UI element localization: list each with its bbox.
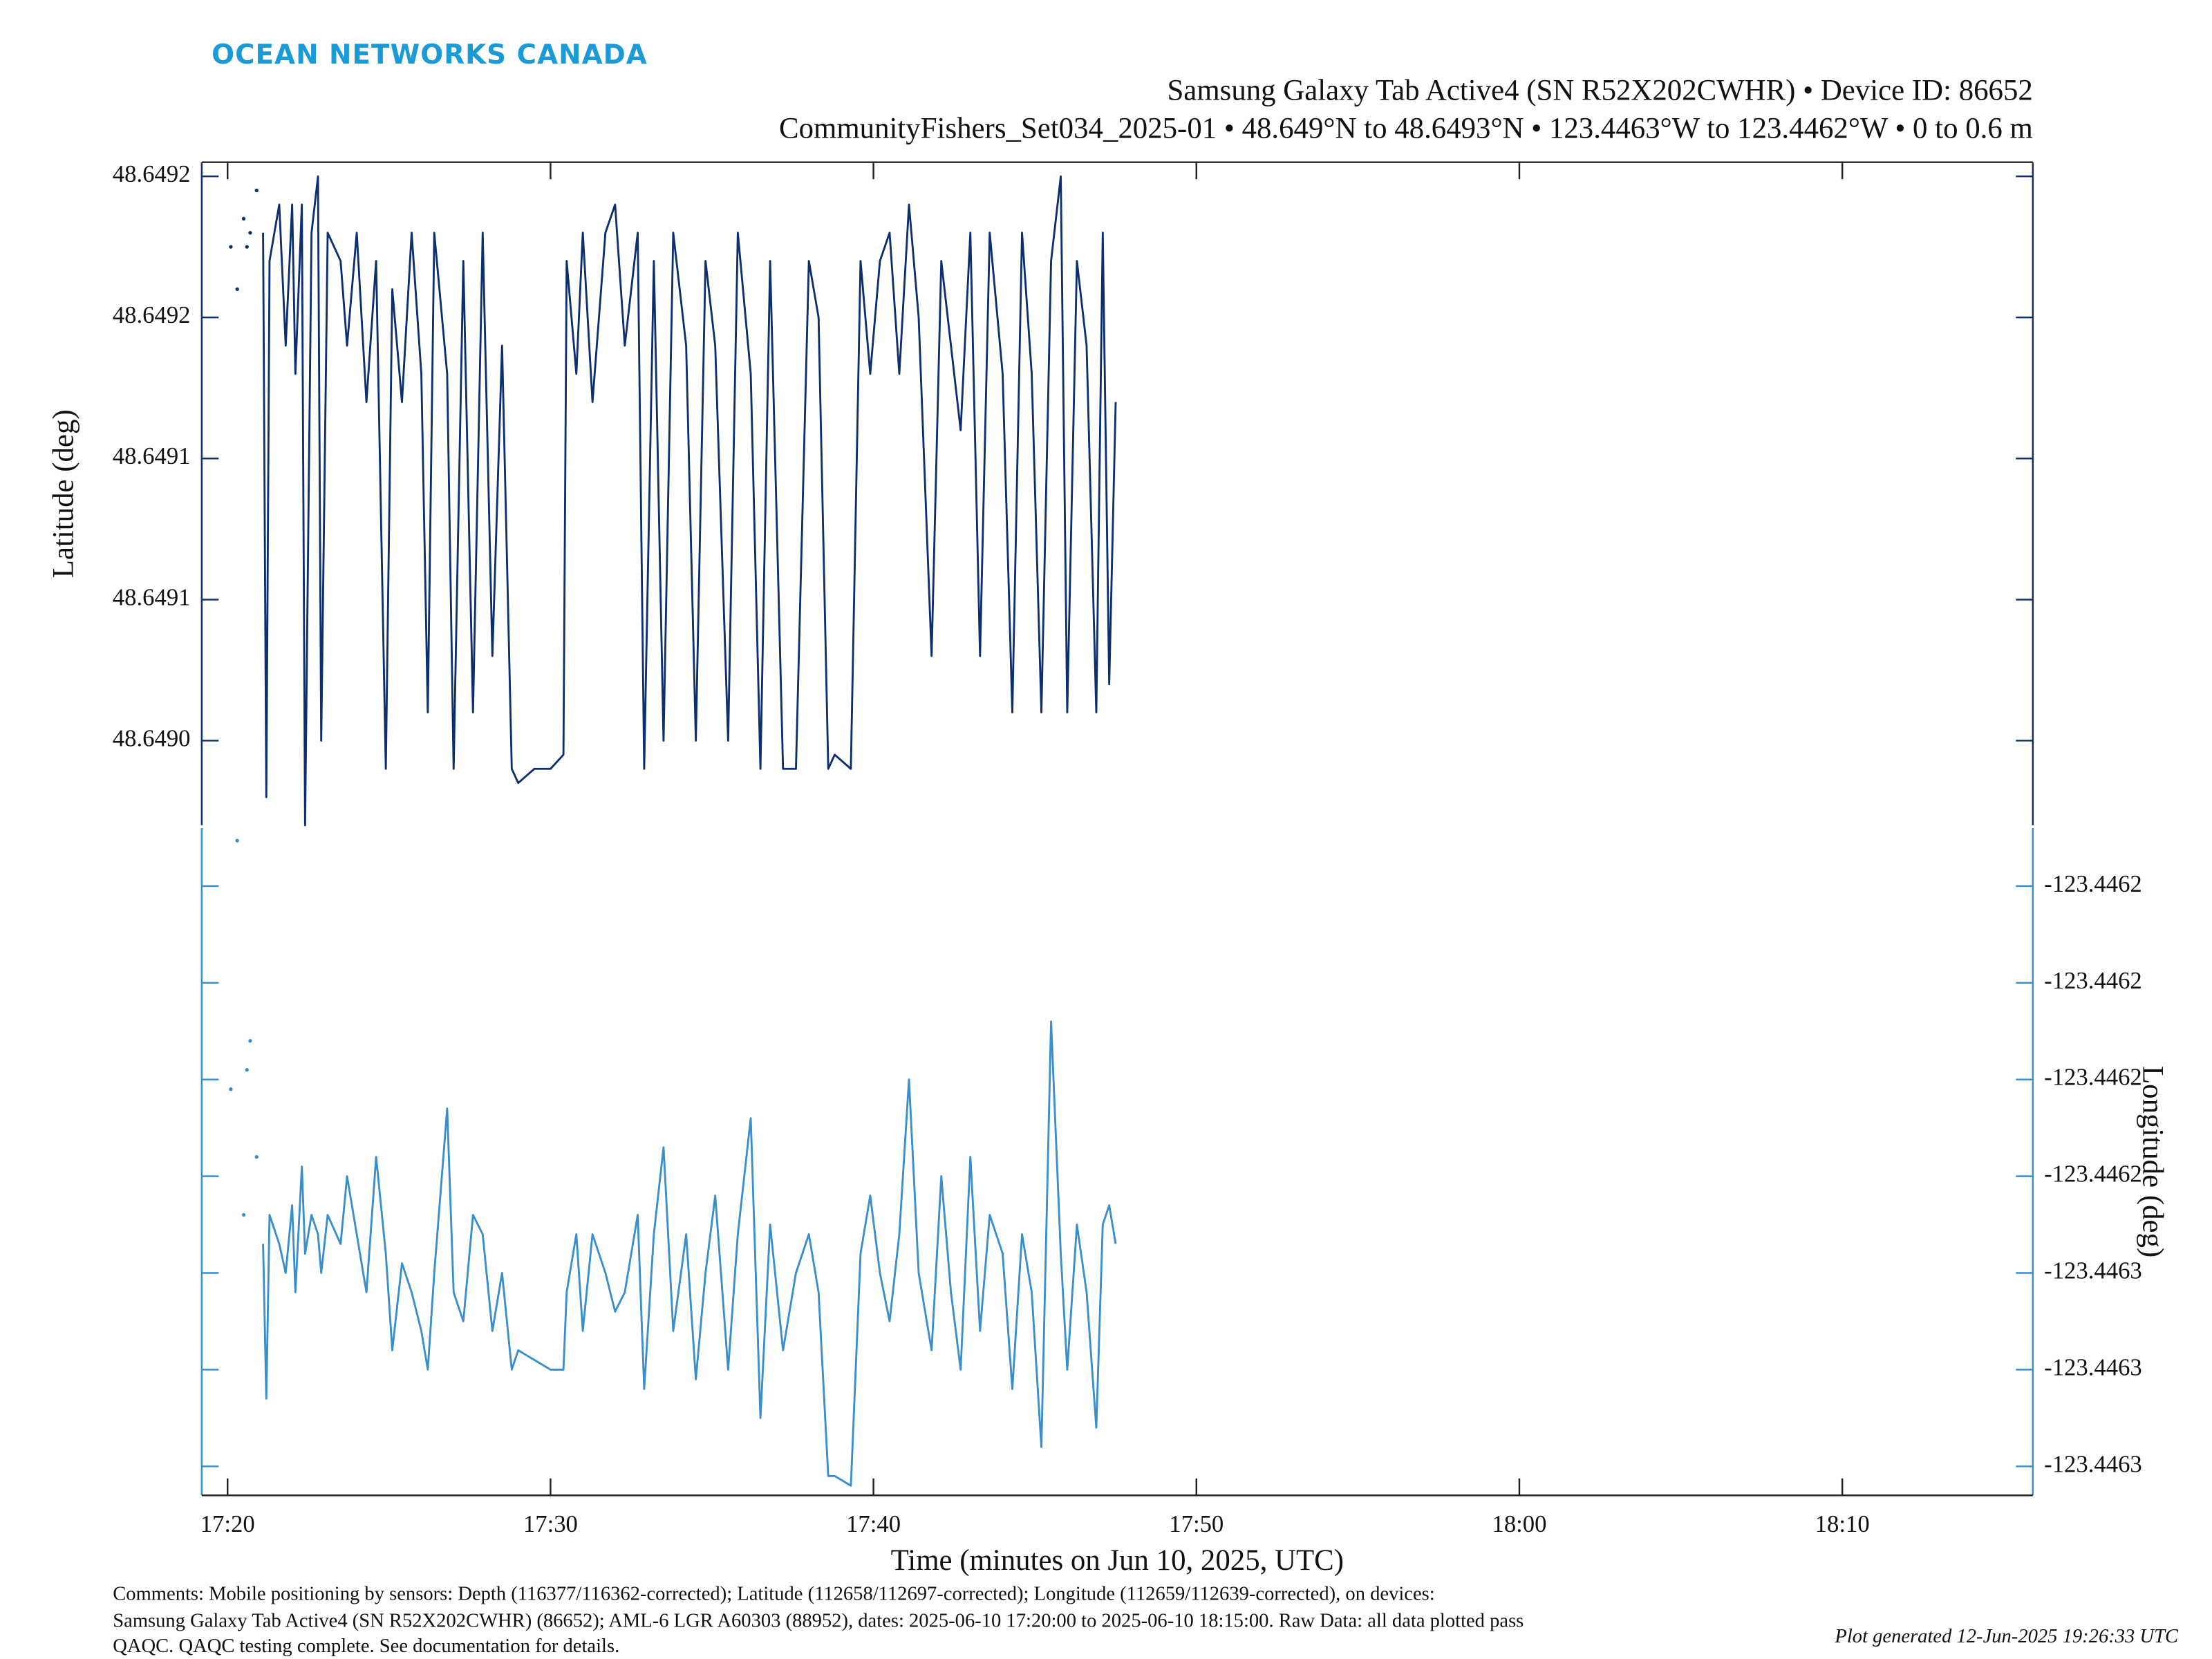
data-line [262,175,1117,827]
marker [245,245,249,249]
y-tick-label: 48.6491 [113,442,191,469]
y-tick-label: 48.6491 [113,583,191,610]
y-tick-label: -123.4462 [2044,870,2142,897]
generated-note: Plot generated 12-Jun-2025 19:26:33 UTC [1834,1626,2179,1647]
marker [241,216,246,221]
marker [245,1068,249,1072]
marker [248,1039,252,1043]
x-tick-label: 17:20 [200,1510,255,1537]
marker [248,231,252,235]
x-tick-label: 17:50 [1169,1510,1224,1537]
marker [229,1087,233,1091]
marker [254,1154,259,1159]
marker [235,287,239,292]
comment: QAQC. QAQC testing complete. See documen… [113,1635,619,1657]
y-tick-label: 48.6492 [113,301,191,328]
logo: OCEAN NETWORKS CANADA [212,39,648,71]
chart-title: Samsung Galaxy Tab Active4 (SN R52X202CW… [1167,75,2032,107]
x-axis-label: Time (minutes on Jun 10, 2025, UTC) [891,1544,1344,1577]
comment: Samsung Galaxy Tab Active4 (SN R52X202CW… [113,1611,1524,1632]
x-tick-label: 17:40 [846,1510,901,1537]
y-tick-label: -123.4463 [2044,1450,2142,1477]
comment: Comments: Mobile positioning by sensors:… [113,1584,1434,1605]
y-tick-label: 48.6490 [113,724,191,751]
x-tick-label: 18:10 [1815,1510,1870,1537]
marker [241,1212,246,1217]
y-axis-label: Longitude (deg) [2136,1066,2168,1257]
y-tick-label: -123.4462 [2044,1064,2142,1091]
y-tick-label: -123.4463 [2044,1353,2142,1380]
y-tick-label: -123.4462 [2044,967,2142,994]
y-tick-label: -123.4463 [2044,1257,2142,1284]
x-tick-label: 17:30 [523,1510,578,1537]
y-axis-label: Latitude (deg) [48,409,80,578]
y-tick-label: 48.6492 [113,160,191,187]
marker [254,188,259,193]
data-line [262,1020,1117,1487]
marker [235,838,239,843]
y-tick-label: -123.4462 [2044,1161,2142,1188]
marker [229,245,233,249]
x-tick-label: 18:00 [1492,1510,1546,1537]
chart-subtitle: CommunityFishers_Set034_2025-01 • 48.649… [779,113,2033,145]
